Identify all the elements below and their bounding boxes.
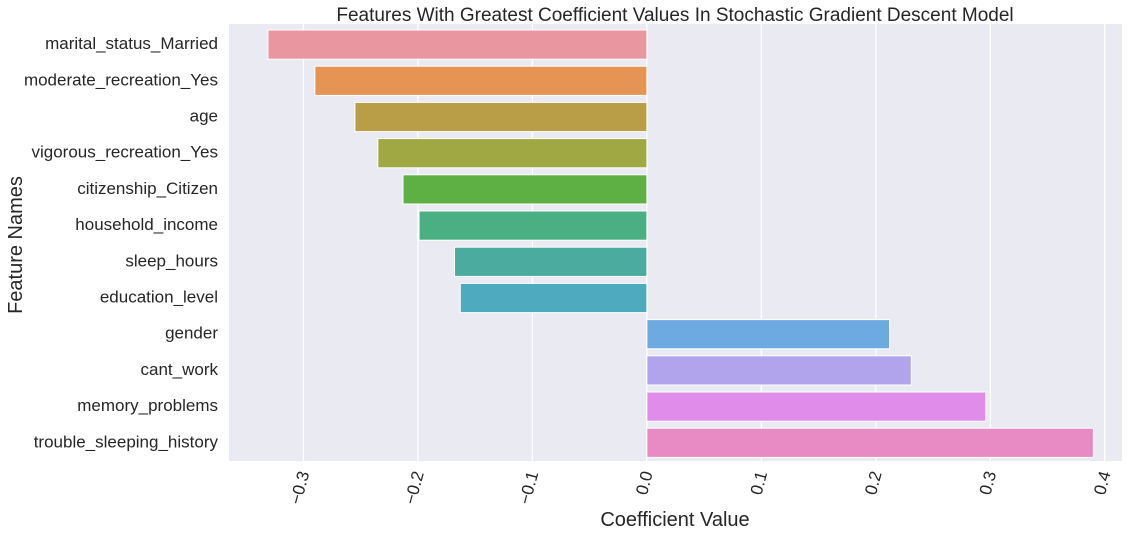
category-label: age bbox=[190, 106, 218, 125]
x-tick-label: −0.2 bbox=[401, 469, 428, 506]
bar-moderate-recreation-yes bbox=[314, 65, 648, 96]
category-label: moderate_recreation_Yes bbox=[24, 70, 218, 89]
category-label: trouble_sleeping_history bbox=[34, 432, 219, 451]
x-axis-title: Coefficient Value bbox=[600, 509, 749, 531]
x-tick-label: 0.0 bbox=[632, 469, 656, 497]
bar-sleep-hours bbox=[454, 246, 648, 277]
bar-cant-work bbox=[646, 355, 912, 386]
grid-lines bbox=[302, 24, 1106, 461]
category-label: household_income bbox=[75, 215, 218, 234]
bars bbox=[267, 29, 1094, 458]
category-label: education_level bbox=[100, 287, 218, 306]
bar-memory-problems bbox=[646, 391, 987, 422]
category-label: memory_problems bbox=[77, 396, 218, 415]
bar-trouble-sleeping-history bbox=[646, 427, 1094, 458]
x-tick-label: 0.3 bbox=[976, 469, 1000, 497]
x-tick-label: 0.2 bbox=[861, 469, 885, 497]
bar-education-level bbox=[459, 282, 648, 314]
chart-title: Features With Greatest Coefficient Value… bbox=[336, 5, 1013, 26]
plot-area bbox=[229, 24, 1122, 461]
category-label: citizenship_Citizen bbox=[77, 179, 218, 198]
category-label: gender bbox=[165, 324, 218, 343]
x-tick-label: 0.1 bbox=[747, 469, 771, 497]
x-tick-labels: −0.3 −0.2 −0.1 0.0 0.1 0.2 0.3 0.4 bbox=[286, 469, 1114, 506]
category-labels: marital_status_Married moderate_recreatio… bbox=[24, 34, 219, 451]
bar-citizenship-citizen bbox=[402, 174, 648, 205]
bar-household-income bbox=[418, 210, 648, 241]
bar-gender bbox=[646, 319, 891, 350]
category-label: vigorous_recreation_Yes bbox=[32, 143, 219, 162]
category-label: cant_work bbox=[141, 360, 219, 379]
x-tick-label: −0.3 bbox=[286, 469, 313, 506]
x-tick-label: −0.1 bbox=[515, 469, 542, 506]
bar-marital-status-married bbox=[267, 29, 648, 60]
bar-age bbox=[354, 101, 648, 133]
category-label: sleep_hours bbox=[125, 251, 218, 270]
x-tick-label: 0.4 bbox=[1090, 469, 1114, 497]
y-axis-title: Feature Names bbox=[5, 176, 27, 314]
bar-vigorous-recreation-yes bbox=[377, 138, 648, 169]
category-label: marital_status_Married bbox=[45, 34, 218, 53]
